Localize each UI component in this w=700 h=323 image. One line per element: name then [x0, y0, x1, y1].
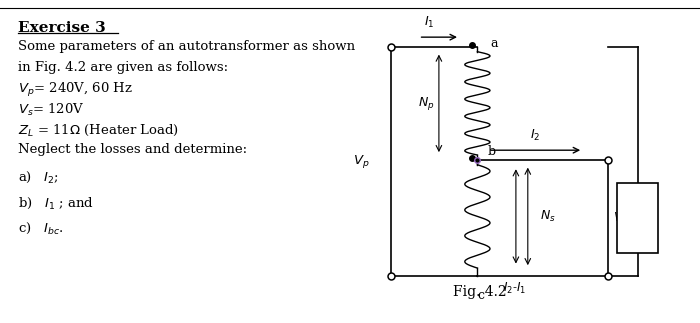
Text: $V_s$= 120V: $V_s$= 120V	[18, 102, 84, 118]
Text: $V_s$: $V_s$	[613, 211, 628, 225]
Text: Some parameters of an autotransformer as shown: Some parameters of an autotransformer as…	[18, 40, 355, 53]
Text: $I_1$: $I_1$	[424, 15, 434, 30]
Text: $Z_L$ = 11$\Omega$ (Heater Load): $Z_L$ = 11$\Omega$ (Heater Load)	[18, 123, 178, 138]
Text: c: c	[477, 289, 484, 302]
Text: b: b	[488, 145, 496, 158]
Text: in Fig. 4.2 are given as follows:: in Fig. 4.2 are given as follows:	[18, 61, 228, 74]
Text: $V_p$: $V_p$	[353, 153, 370, 170]
Text: $V_p$= 240V, 60 Hz: $V_p$= 240V, 60 Hz	[18, 81, 132, 99]
Text: $Z_L$: $Z_L$	[630, 211, 645, 225]
Text: c)   $I_{bc}$.: c) $I_{bc}$.	[18, 221, 63, 236]
Text: $N_p$: $N_p$	[418, 95, 435, 112]
Text: a: a	[490, 37, 498, 50]
Text: Fig. 4.2: Fig. 4.2	[453, 285, 506, 299]
Text: b)   $I_1$ ; and: b) $I_1$ ; and	[18, 195, 93, 211]
Text: $I_2$-$I_1$: $I_2$-$I_1$	[503, 281, 526, 296]
Text: a)   $I_2$;: a) $I_2$;	[18, 170, 59, 185]
Bar	[617, 183, 658, 253]
Text: Exercise 3: Exercise 3	[18, 21, 105, 35]
Text: $N_s$: $N_s$	[540, 209, 556, 224]
Text: Neglect the losses and determine:: Neglect the losses and determine:	[18, 143, 246, 156]
Text: $I_2$: $I_2$	[531, 128, 540, 143]
